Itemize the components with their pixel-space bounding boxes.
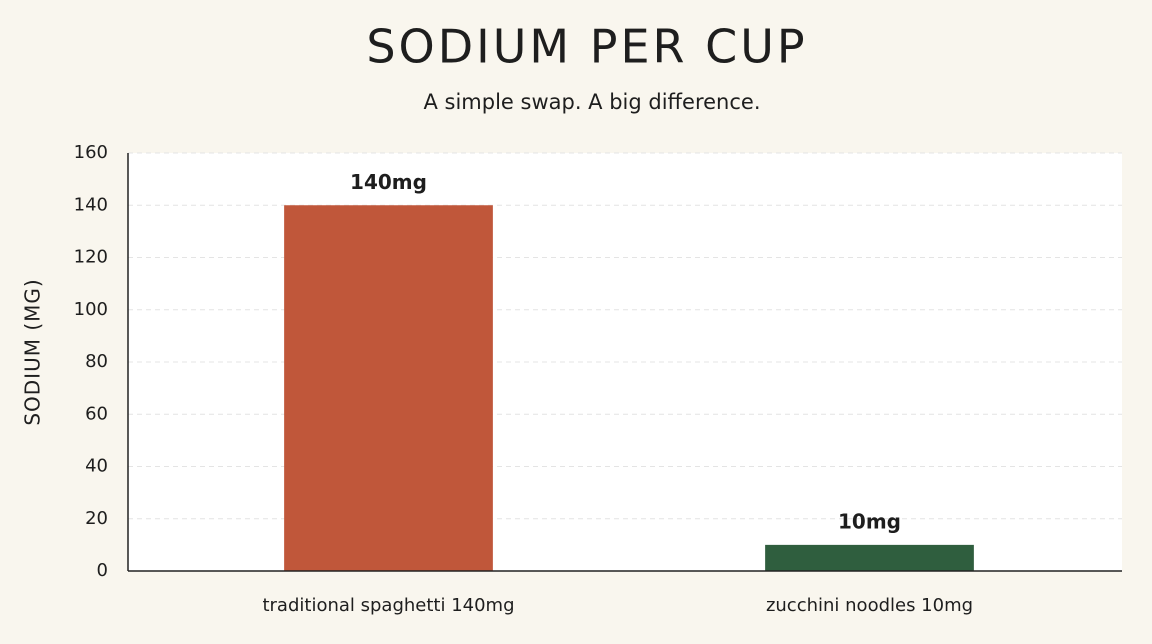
y-tick-label: 100 bbox=[74, 299, 108, 320]
y-tick-label: 60 bbox=[85, 403, 108, 424]
bar bbox=[765, 544, 974, 571]
bar bbox=[284, 205, 493, 571]
chart-title: SODIUM PER CUP bbox=[366, 20, 807, 74]
value-label: 10mg bbox=[838, 509, 901, 533]
y-tick-label: 140 bbox=[74, 194, 108, 215]
y-tick-label: 120 bbox=[74, 247, 108, 268]
y-tick-label: 160 bbox=[74, 142, 108, 163]
y-axis-label: SODIUM (MG) bbox=[21, 278, 45, 425]
x-tick-label: zucchini noodles 10mg bbox=[766, 595, 973, 616]
y-tick-label: 20 bbox=[85, 508, 108, 529]
x-tick-label: traditional spaghetti 140mg bbox=[262, 595, 514, 616]
y-tick-label: 40 bbox=[85, 456, 108, 477]
value-label: 140mg bbox=[350, 170, 427, 194]
y-tick-label: 0 bbox=[97, 560, 108, 581]
chart-subtitle: A simple swap. A big difference. bbox=[423, 90, 760, 114]
y-tick-label: 80 bbox=[85, 351, 108, 372]
